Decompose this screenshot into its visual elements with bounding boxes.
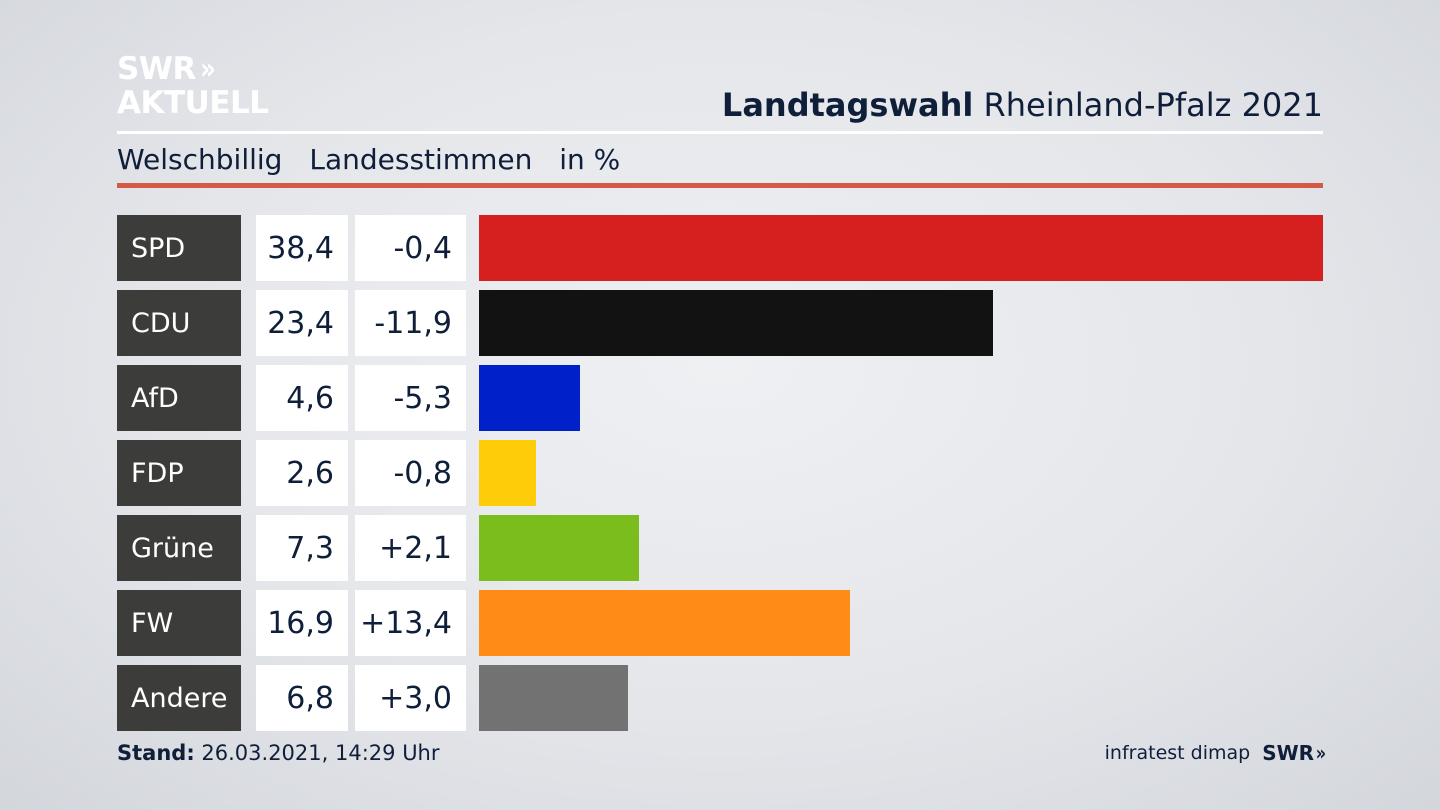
change-label: -0,4 (355, 215, 466, 281)
party-label: FW (117, 590, 241, 656)
chart-subtitle: Welschbillig Landesstimmen in % (117, 143, 638, 176)
party-label: AfD (117, 365, 241, 431)
bar-row: AfD 4,6 -5,3 (117, 365, 1323, 431)
change-label: +2,1 (355, 515, 466, 581)
bar-row: FDP 2,6 -0,8 (117, 440, 1323, 506)
subtitle-unit: in % (559, 143, 621, 176)
value-label: 2,6 (256, 440, 348, 506)
change-label: -0,8 (355, 440, 466, 506)
bar (479, 665, 628, 731)
timestamp: Stand: 26.03.2021, 14:29 Uhr (117, 741, 440, 765)
bar (479, 515, 639, 581)
bar-row: SPD 38,4 -0,4 (117, 215, 1323, 281)
change-label: +3,0 (355, 665, 466, 731)
stand-value: 26.03.2021, 14:29 Uhr (201, 741, 440, 765)
swr-brand-text: SWR (1262, 741, 1315, 765)
bar (479, 590, 850, 656)
value-label: 6,8 (256, 665, 348, 731)
party-label: CDU (117, 290, 241, 356)
subtitle-place: Welschbillig (117, 143, 283, 176)
stand-label: Stand: (117, 741, 195, 765)
bar (479, 215, 1323, 281)
logo-line2: AKTUELL (117, 85, 269, 121)
title-rest: Rheinland-Pfalz 2021 (983, 86, 1323, 124)
value-label: 4,6 (256, 365, 348, 431)
value-label: 38,4 (256, 215, 348, 281)
party-label: Grüne (117, 515, 241, 581)
bar-row: FW 16,9 +13,4 (117, 590, 1323, 656)
value-label: 16,9 (256, 590, 348, 656)
bar-row: Grüne 7,3 +2,1 (117, 515, 1323, 581)
party-label: Andere (117, 665, 241, 731)
change-label: +13,4 (355, 590, 466, 656)
source-credit: infratest dimap SWR» (1104, 741, 1327, 765)
swr-chevron-icon: » (1315, 741, 1326, 765)
logo-line1: SWR (117, 51, 196, 87)
bar (479, 365, 580, 431)
bar (479, 290, 993, 356)
accent-divider (117, 183, 1323, 188)
subtitle-measure: Landesstimmen (309, 143, 533, 176)
title-bold: Landtagswahl (721, 86, 974, 124)
source-label: infratest dimap (1104, 742, 1251, 764)
party-label: SPD (117, 215, 241, 281)
swr-aktuell-logo: SWR» AKTUELL (117, 54, 269, 119)
chart-title: Landtagswahl Rheinland-Pfalz 2021 (722, 86, 1323, 124)
swr-brand: SWR» (1262, 741, 1326, 765)
change-label: -11,9 (355, 290, 466, 356)
bar (479, 440, 536, 506)
bar-row: Andere 6,8 +3,0 (117, 665, 1323, 731)
change-label: -5,3 (355, 365, 466, 431)
header-divider (117, 131, 1323, 134)
value-label: 23,4 (256, 290, 348, 356)
party-label: FDP (117, 440, 241, 506)
logo-chevron-icon: » (200, 51, 216, 87)
value-label: 7,3 (256, 515, 348, 581)
bar-row: CDU 23,4 -11,9 (117, 290, 1323, 356)
